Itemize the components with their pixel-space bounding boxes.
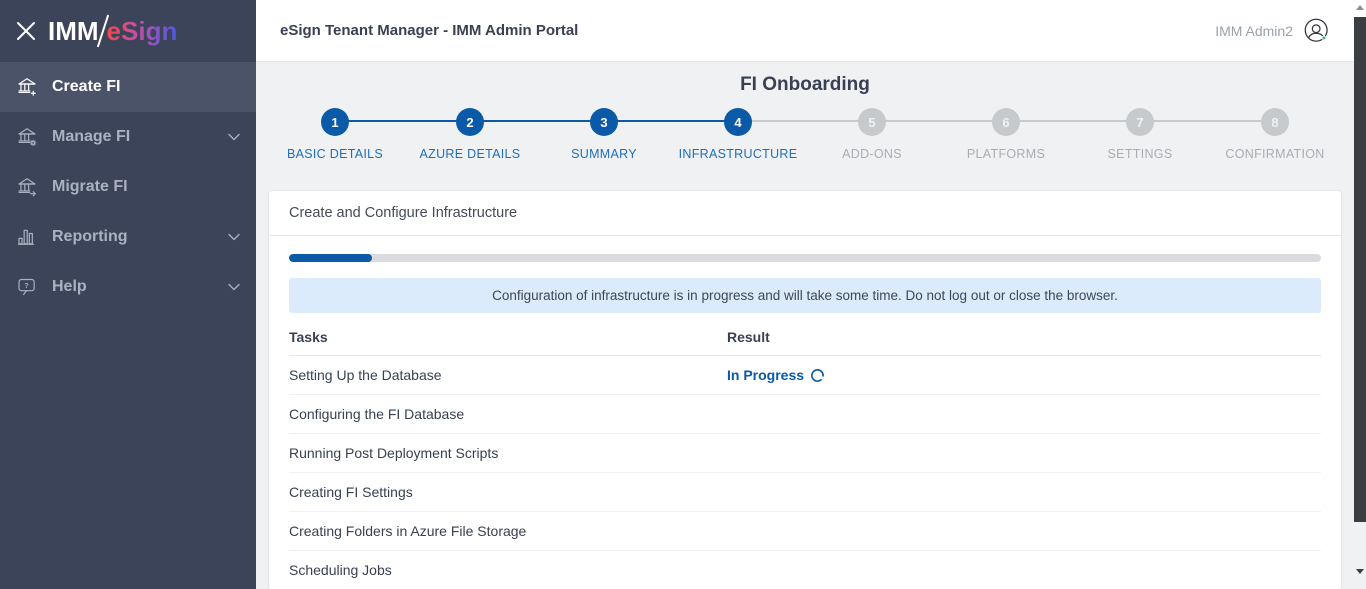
svg-text:?: ?: [24, 283, 28, 290]
